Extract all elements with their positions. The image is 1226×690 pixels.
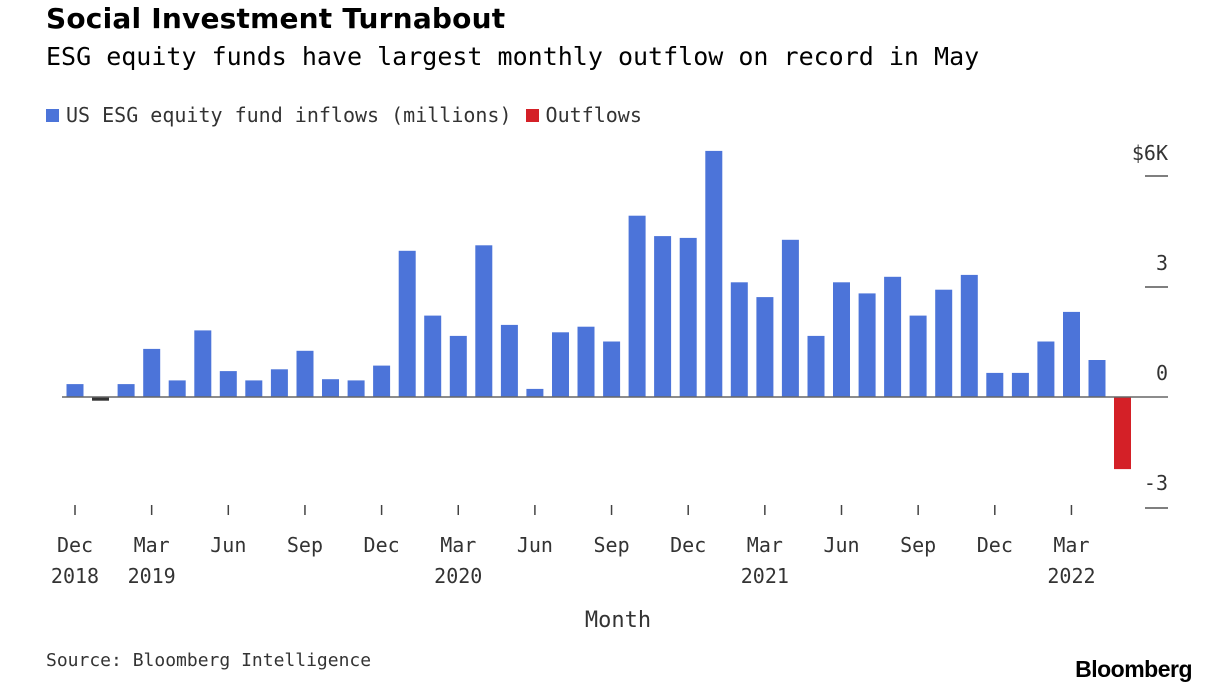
bar-outflow-41 xyxy=(1114,397,1131,470)
bar-inflow-5 xyxy=(194,330,212,397)
x-tick-label-month-2: Jun xyxy=(210,533,246,557)
x-axis: Dec 2018 Mar 2019 Jun Sep Dec Mar 2020 Jun Sep Dec M… xyxy=(51,505,1096,588)
bar-inflow-13 xyxy=(398,250,416,397)
bar-inflow-22 xyxy=(628,215,646,397)
y-tick-label-3: -3 xyxy=(1144,471,1168,495)
bar-inflow-33 xyxy=(909,315,927,397)
y-tick-label-1: 3 xyxy=(1156,251,1168,275)
x-tick-label-month-6: Jun xyxy=(517,533,553,557)
x-tick-label-month-8: Dec xyxy=(670,533,706,557)
bar-inflow-9 xyxy=(296,350,314,398)
bar-inflow-36 xyxy=(986,372,1004,397)
legend-item-inflows: US ESG equity fund inflows (millions) xyxy=(46,103,512,127)
bar-inflow-11 xyxy=(347,380,365,398)
x-tick-label-year-0: 2018 xyxy=(51,564,99,588)
x-tick-label-month-13: Mar xyxy=(1053,533,1089,557)
bar-inflow-28 xyxy=(781,239,799,398)
bar-inflow-10 xyxy=(322,379,339,397)
bar-inflow-2 xyxy=(117,384,135,397)
x-tick-label-year-9: 2021 xyxy=(741,564,789,588)
bar-inflow-27 xyxy=(756,297,774,397)
x-tick-label-month-10: Jun xyxy=(823,533,859,557)
bar-inflow-37 xyxy=(1011,372,1029,397)
bar-inflow-40 xyxy=(1088,360,1106,397)
x-tick-label-month-9: Mar xyxy=(747,533,783,557)
bar-inflow-0 xyxy=(66,384,84,397)
bar-inflow-21 xyxy=(603,341,621,397)
y-tick-label-2: 0 xyxy=(1156,361,1168,385)
bar-inflow-34 xyxy=(935,289,953,397)
bar-inflow-17 xyxy=(500,324,518,397)
bar-inflow-3 xyxy=(143,348,161,397)
bar-inflow-18 xyxy=(526,388,544,397)
bar-inflow-23 xyxy=(654,236,672,397)
bar-inflow-25 xyxy=(705,150,723,397)
bar-inflow-1 xyxy=(92,397,109,401)
bar-inflow-8 xyxy=(270,369,288,398)
bar-inflow-15 xyxy=(449,335,467,397)
bloomberg-logo: Bloomberg xyxy=(1075,656,1192,682)
chart-subtitle: ESG equity funds have largest monthly ou… xyxy=(46,42,980,71)
bar-inflow-24 xyxy=(679,237,697,397)
x-tick-label-year-5: 2020 xyxy=(434,564,482,588)
bar-inflow-31 xyxy=(858,293,876,397)
x-tick-label-month-3: Sep xyxy=(287,533,323,557)
bar-inflow-16 xyxy=(475,245,493,397)
bar-inflow-12 xyxy=(373,365,391,397)
bar-inflow-35 xyxy=(960,274,978,397)
x-axis-label: Month xyxy=(585,608,651,633)
bar-inflow-6 xyxy=(219,371,237,397)
y-axis: $6K 3 0 -3 xyxy=(1132,141,1168,509)
x-tick-label-month-11: Sep xyxy=(900,533,936,557)
x-tick-label-month-7: Sep xyxy=(593,533,629,557)
bar-inflow-30 xyxy=(833,282,850,397)
legend-label-outflows: Outflows xyxy=(545,103,642,127)
x-tick-label-month-4: Dec xyxy=(364,533,400,557)
y-tick-label-0: $6K xyxy=(1132,141,1168,165)
chart-title: Social Investment Turnabout xyxy=(46,2,506,35)
legend-label-inflows: US ESG equity fund inflows (millions) xyxy=(66,103,512,127)
bar-inflow-7 xyxy=(245,380,263,398)
legend: US ESG equity fund inflows (millions) Ou… xyxy=(46,103,656,127)
bar-inflow-32 xyxy=(884,276,902,398)
bars xyxy=(66,150,1131,470)
legend-swatch-outflows xyxy=(525,108,539,122)
bar-inflow-19 xyxy=(552,332,569,398)
bar-inflow-14 xyxy=(424,315,442,397)
x-tick-label-month-5: Mar xyxy=(440,533,476,557)
bar-inflow-26 xyxy=(730,282,748,397)
x-tick-label-month-1: Mar xyxy=(134,533,170,557)
bar-inflow-29 xyxy=(807,335,825,397)
bar-inflow-4 xyxy=(168,380,186,398)
legend-item-outflows: Outflows xyxy=(525,103,642,127)
x-tick-label-year-1: 2019 xyxy=(128,564,176,588)
legend-swatch-inflows xyxy=(46,108,59,122)
x-tick-label-month-0: Dec xyxy=(57,533,93,557)
bar-inflow-38 xyxy=(1037,341,1055,397)
x-tick-label-month-12: Dec xyxy=(977,533,1013,557)
bar-inflow-20 xyxy=(577,326,595,397)
bar-inflow-39 xyxy=(1063,311,1080,397)
source-note: Source: Bloomberg Intelligence xyxy=(46,650,372,671)
x-tick-label-year-13: 2022 xyxy=(1047,564,1095,588)
